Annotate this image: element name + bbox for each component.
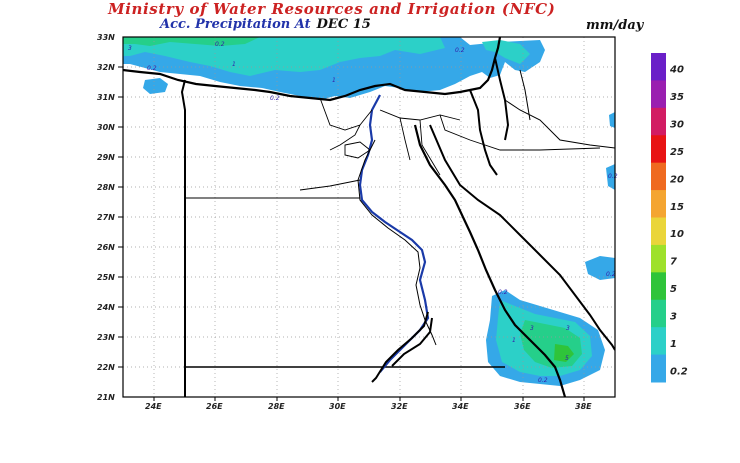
- legend-label: 30: [670, 120, 684, 131]
- precip-area-mediterranean-1mm: [123, 37, 445, 76]
- legend-swatch: [651, 80, 666, 109]
- lat-label: 32N: [97, 63, 115, 72]
- lon-label: 30E: [329, 402, 346, 411]
- lat-label: 29N: [97, 153, 115, 162]
- lon-label: 34E: [452, 402, 469, 411]
- legend-label: 40: [669, 65, 684, 76]
- precip-area-southeast-5mm: [554, 344, 574, 362]
- legend-swatch: [651, 244, 666, 273]
- lon-label: 26E: [206, 402, 223, 411]
- contour-label: 3: [566, 325, 570, 332]
- legend-label: 5: [670, 284, 677, 295]
- governorate-borders: [299, 97, 601, 191]
- contour-label: 1: [332, 77, 336, 84]
- contour-label: 0.2: [270, 95, 280, 102]
- jordan-saudi-borders: [504, 69, 615, 149]
- lat-label: 28N: [97, 183, 115, 192]
- precipitation-legend: 40 35 30 25 20 15 10 7 5 3 1 0.2: [651, 53, 688, 383]
- legend-swatch: [651, 272, 666, 301]
- lat-label: 27N: [97, 213, 115, 222]
- legend-label: 10: [670, 229, 684, 240]
- legend-label: 3: [670, 311, 677, 322]
- map-subtitle: Acc. Precipitation At DEC 15: [160, 17, 371, 32]
- precip-area-east-edge-3: [609, 112, 615, 128]
- legend-swatch: [651, 107, 666, 136]
- legend-label: 35: [670, 92, 684, 103]
- legend-swatch: [651, 327, 666, 356]
- legend-label: 25: [670, 147, 684, 158]
- legend-swatch: [651, 53, 666, 81]
- contour-label: 5: [565, 355, 569, 362]
- legend-swatch: [651, 217, 666, 246]
- forecast-date: DEC 15: [316, 17, 371, 32]
- contour-labels: 0.2 1 3 0.2 0.2 1 0.2 3 1 3 5 0.2 0.2 0.…: [128, 41, 618, 384]
- lake-nasser: [371, 311, 433, 383]
- contour-label: 3: [530, 325, 534, 332]
- mediterranean-coastline: [123, 37, 502, 102]
- map-title: Ministry of Water Resources and Irrigati…: [108, 0, 556, 18]
- contour-label: 0.2: [147, 65, 157, 72]
- legend-label: 1: [670, 339, 677, 350]
- lon-label: 24E: [145, 402, 162, 411]
- contour-label: 1: [512, 337, 516, 344]
- lat-label: 26N: [97, 243, 115, 252]
- lat-label: 22N: [97, 363, 115, 372]
- lat-lon-grid: [123, 37, 615, 397]
- subtitle-text: Acc. Precipitation At: [160, 17, 311, 32]
- lat-label: 24N: [97, 303, 115, 312]
- precip-area-libya-coast: [143, 78, 168, 94]
- legend-swatch: [651, 299, 666, 328]
- latitude-ticks: [118, 66, 123, 368]
- lat-label: 25N: [97, 273, 115, 282]
- red-sea-east-coast: [429, 124, 615, 351]
- lat-label: 21N: [97, 393, 115, 402]
- precip-area-east-med: [482, 40, 530, 64]
- contour-label: 0.2: [606, 271, 616, 278]
- egypt-libya-border: [180, 79, 186, 397]
- lon-label: 28E: [268, 402, 285, 411]
- legend-label: 20: [670, 174, 684, 185]
- legend-label: 0.2: [670, 366, 688, 377]
- lon-label: 38E: [575, 402, 592, 411]
- lon-label: 32E: [391, 402, 408, 411]
- lon-label: 36E: [514, 402, 531, 411]
- precip-area-east-edge-1: [585, 256, 615, 280]
- longitude-axis: 24E 26E 28E 30E 32E 34E 36E 38E: [145, 402, 592, 411]
- lat-label: 23N: [97, 333, 115, 342]
- nile-valley-outline: [357, 139, 437, 346]
- contour-label: 1: [232, 61, 236, 68]
- legend-swatch: [651, 354, 666, 383]
- contour-label: 0.2: [538, 377, 548, 384]
- legend-swatch: [651, 190, 666, 218]
- contour-label: 0.2: [608, 173, 618, 180]
- lat-label: 31N: [97, 93, 115, 102]
- legend-label: 15: [670, 202, 684, 213]
- latitude-axis: 33N 32N 31N 30N 29N 28N 27N 26N 25N 24N …: [97, 33, 115, 402]
- precip-area-mediterranean-3mm: [123, 37, 260, 46]
- units-label: mm/day: [586, 18, 644, 33]
- contour-label: 0.2: [455, 47, 465, 54]
- legend-swatch: [651, 162, 666, 191]
- legend-label: 7: [670, 257, 677, 268]
- contour-label: 3: [128, 45, 132, 52]
- legend-swatch: [651, 135, 666, 164]
- contour-label: 0.2: [215, 41, 225, 48]
- gulf-of-suez: [413, 124, 567, 397]
- precip-area-east-edge-2: [606, 164, 615, 190]
- lat-label: 33N: [97, 33, 115, 42]
- lat-label: 30N: [97, 123, 115, 132]
- contour-label: 0.2: [498, 289, 508, 296]
- longitude-ticks: [153, 397, 585, 401]
